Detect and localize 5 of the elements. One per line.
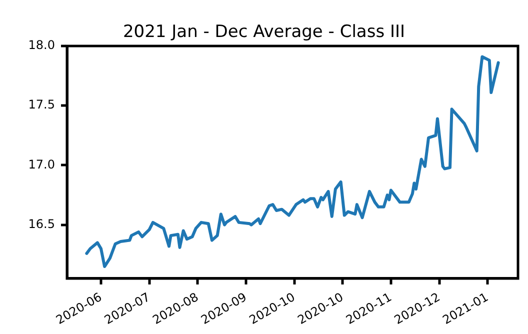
y-tick-label: 18.0 [28,38,55,52]
y-tick-label: 16.5 [28,216,55,231]
y-tick-label: 17.0 [28,157,55,172]
y-tick-label: 17.5 [28,98,55,112]
chart-title: 2021 Jan - Dec Average - Class III [122,22,406,42]
